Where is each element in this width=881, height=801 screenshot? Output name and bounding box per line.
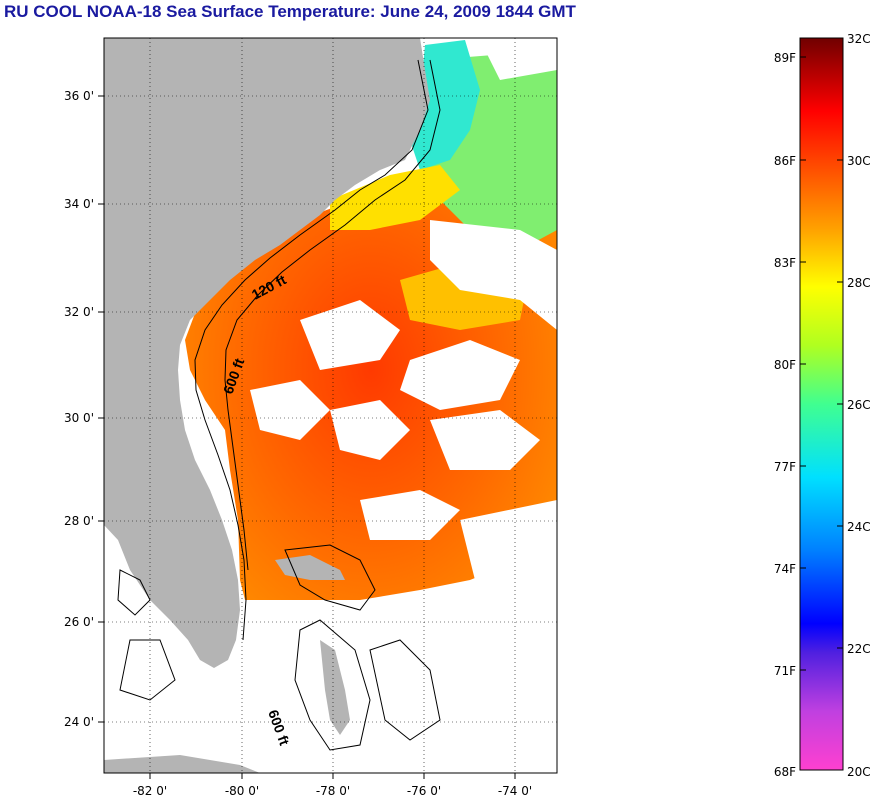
cb-label-20c: 20C [847, 765, 871, 779]
latitude-labels: 36 0' 34 0' 32 0' 30 0' 28 0' 26 0' 24 0… [64, 89, 94, 729]
map-panel: 120 ft 600 ft 600 ft [104, 38, 557, 773]
colorbar: 89F 86F 83F 80F 77F 74F 71F 68F 32C 30C … [774, 32, 871, 779]
lat-label-36: 36 0' [64, 89, 94, 103]
lat-label-34: 34 0' [64, 197, 94, 211]
cloud-masks [240, 38, 557, 773]
colorbar-gradient [799, 37, 844, 771]
cb-label-86f: 86F [774, 154, 796, 168]
colorbar-fahrenheit-labels: 89F 86F 83F 80F 77F 74F 71F 68F [774, 51, 796, 779]
lon-label-82: -82 0' [133, 784, 167, 798]
lon-label-74: -74 0' [498, 784, 532, 798]
graticule [104, 38, 557, 773]
cb-label-32c: 32C [847, 32, 871, 46]
cb-label-74f: 74F [774, 562, 796, 576]
land-us-coast [104, 38, 430, 668]
sst-yellow-band [330, 165, 460, 230]
colorbar-ticks [800, 37, 843, 771]
lat-label-30: 30 0' [64, 411, 94, 425]
lon-label-78: -78 0' [316, 784, 350, 798]
cb-label-77f: 77F [774, 460, 796, 474]
sst-cyan-band [410, 40, 480, 170]
cb-label-26c: 26C [847, 398, 871, 412]
cb-label-71f: 71F [774, 664, 796, 678]
axis-ticks [98, 95, 516, 779]
bathymetry-contours [117, 59, 441, 751]
cb-label-24c: 24C [847, 520, 871, 534]
lon-label-80: -80 0' [225, 784, 259, 798]
lat-label-26: 26 0' [64, 615, 94, 629]
land-cuba [104, 755, 260, 773]
colorbar-celsius-labels: 32C 30C 28C 26C 24C 22C 20C [847, 32, 871, 779]
cb-label-68f: 68F [774, 765, 796, 779]
lat-label-24: 24 0' [64, 715, 94, 729]
cb-label-80f: 80F [774, 358, 796, 372]
cb-label-30c: 30C [847, 154, 871, 168]
cb-label-22c: 22C [847, 642, 871, 656]
longitude-labels: -82 0' -80 0' -78 0' -76 0' -74 0' [133, 784, 532, 798]
lat-label-32: 32 0' [64, 305, 94, 319]
land-bahamas-1 [320, 640, 350, 735]
lat-label-28: 28 0' [64, 514, 94, 528]
map-frame [103, 37, 558, 774]
land-bahamas-2 [275, 555, 345, 580]
cb-label-28c: 28C [847, 276, 871, 290]
cb-label-89f: 89F [774, 51, 796, 65]
cb-label-83f: 83F [774, 256, 796, 270]
map-title: RU COOL NOAA-18 Sea Surface Temperature:… [4, 2, 576, 21]
lon-label-76: -76 0' [407, 784, 441, 798]
